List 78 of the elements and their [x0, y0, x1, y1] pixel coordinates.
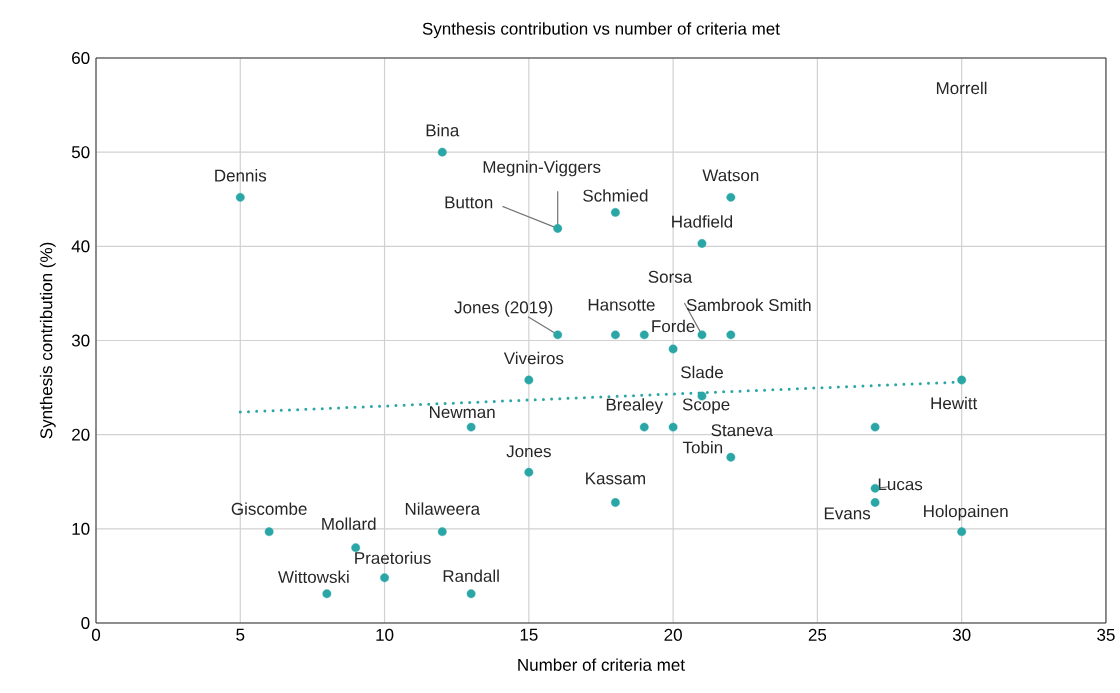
annotation: Giscombe [231, 502, 307, 515]
annotation: Morrell [936, 81, 987, 95]
point [611, 208, 620, 217]
x-tick-label: 30 [952, 628, 971, 641]
point [524, 467, 534, 477]
point [697, 239, 707, 248]
y-tick-label: 60 [72, 51, 90, 65]
y-tick-label: 20 [72, 428, 90, 441]
chart-title: Synthesis contribution vs number of criteria met [422, 22, 780, 39]
annotation: Hadfield [672, 215, 733, 228]
annotation: Sambrook Smith [686, 298, 811, 312]
point [437, 147, 447, 157]
annotation: Tobin [682, 441, 723, 454]
annotation: Sorsa [648, 270, 693, 283]
annotation: Holopainen [924, 504, 1008, 521]
annotation: Viveiros [503, 351, 564, 365]
annotation: Staneva [711, 424, 774, 437]
point [611, 330, 620, 340]
point [553, 224, 563, 233]
x-tick-label: 20 [664, 628, 682, 641]
y-tick-label: 40 [71, 240, 90, 253]
x-tick-label: 35 [1097, 628, 1115, 641]
y-axis-title: Synthesis contribution (%) [39, 242, 56, 439]
point [524, 375, 534, 385]
point [437, 527, 447, 537]
annotation: Schmied [583, 189, 648, 202]
x-tick-label: 10 [376, 628, 394, 641]
x-tick-label: 5 [236, 628, 245, 641]
point [639, 330, 649, 340]
x-tick-label: 0 [91, 628, 101, 641]
annotation: Jones [506, 445, 551, 458]
point [726, 330, 736, 340]
annotation: Hewitt [931, 396, 978, 410]
point [668, 344, 678, 354]
annotation: Slade [681, 365, 723, 379]
annotation: Newman [429, 406, 495, 419]
annotation: Button [445, 196, 493, 209]
annotation: Lucas [878, 478, 923, 491]
annotation: Megnin-Viggers [483, 160, 601, 177]
point [639, 422, 649, 432]
annotation: Watson [702, 169, 759, 182]
point [380, 573, 389, 583]
x-tick-label: 25 [808, 628, 827, 641]
point [264, 527, 274, 537]
y-tick-label: 10 [72, 522, 90, 535]
annotation: Brealey [606, 398, 664, 415]
annotation: Hansotte [588, 298, 655, 311]
point [235, 192, 245, 202]
annotation: Mollard [322, 517, 376, 530]
annotation: Nilaweera [405, 502, 481, 515]
annotation: Bina [426, 123, 460, 137]
y-tick-label: 0 [81, 616, 90, 630]
x-tick-label: 15 [520, 628, 538, 641]
annotation: Evans [824, 507, 871, 520]
annotation: Dennis [215, 169, 267, 182]
point [322, 589, 332, 599]
point [870, 422, 880, 432]
point [870, 498, 880, 507]
annotation: Randall [443, 569, 499, 583]
point [726, 452, 736, 462]
point [957, 527, 967, 537]
point [553, 330, 563, 340]
y-tick-label: 30 [71, 334, 90, 347]
x-axis-title: Number of criteria met [518, 658, 685, 671]
point [466, 589, 476, 599]
y-tick-label: 50 [71, 146, 90, 159]
point [611, 498, 620, 507]
point [668, 422, 678, 432]
point [957, 375, 967, 385]
annotation: Praetorius [355, 551, 431, 565]
point [697, 330, 707, 340]
annotation: Scope [682, 398, 730, 414]
point [726, 192, 736, 202]
annotation: Jones (2019) [454, 300, 553, 317]
annotation: Wittowski [278, 570, 349, 584]
annotation: Forde [652, 319, 695, 333]
point [466, 422, 476, 432]
annotation: Kassam [586, 472, 645, 485]
